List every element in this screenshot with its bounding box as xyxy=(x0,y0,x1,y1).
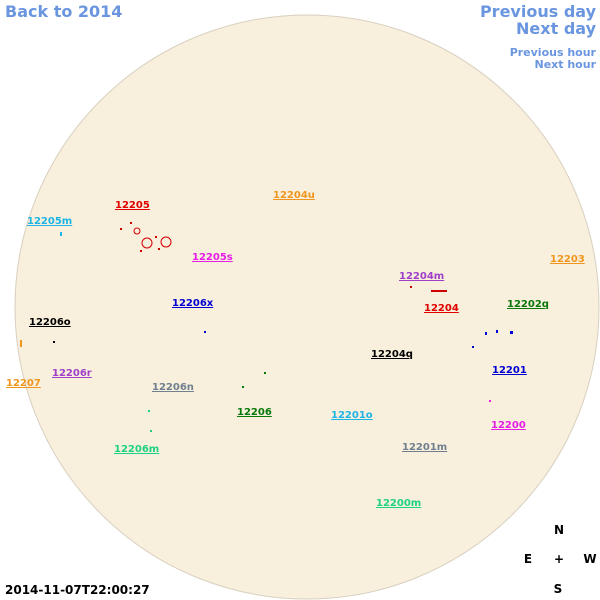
sunspot xyxy=(140,250,142,252)
region-label[interactable]: 12204m xyxy=(399,271,444,282)
region-labels: 12205 12205m 12204u 12205s 12203 12204m 12204 1… xyxy=(6,190,585,509)
sunspot xyxy=(155,236,157,238)
sunspot xyxy=(148,410,150,412)
sunspot xyxy=(510,331,513,334)
compass-east: E xyxy=(524,552,532,566)
sunspot xyxy=(264,372,266,374)
sunspot xyxy=(158,248,160,250)
compass-south: S xyxy=(554,582,563,596)
sunspot xyxy=(60,232,62,236)
region-label[interactable]: 12204q xyxy=(371,349,413,360)
region-label[interactable]: 12204u xyxy=(273,190,315,201)
sunspot xyxy=(130,222,132,224)
sunspot xyxy=(242,386,244,388)
sunspot xyxy=(431,290,447,292)
region-label[interactable]: 12203 xyxy=(550,254,585,265)
previous-hour-link[interactable]: Previous hour xyxy=(510,46,597,59)
region-label[interactable]: 12200m xyxy=(376,498,421,509)
compass-north: N xyxy=(554,523,564,537)
compass-west: W xyxy=(583,552,596,566)
region-label[interactable]: 12205 xyxy=(115,200,150,211)
region-label[interactable]: 12200 xyxy=(491,420,526,431)
markers xyxy=(20,232,513,432)
sunspot xyxy=(204,331,206,333)
timestamp: 2014-11-07T22:00:27 xyxy=(5,583,150,597)
previous-day-link[interactable]: Previous day xyxy=(480,2,597,21)
sunspot xyxy=(472,346,474,348)
region-label[interactable]: 12206n xyxy=(152,382,194,393)
sunspot xyxy=(20,340,22,347)
region-label[interactable]: 12206x xyxy=(172,298,214,309)
next-day-link[interactable]: Next day xyxy=(516,19,597,38)
solar-disk xyxy=(14,14,600,600)
sunspot xyxy=(496,330,498,333)
compass-center: + xyxy=(554,552,564,566)
sunspot xyxy=(53,341,55,343)
sunspot xyxy=(489,400,491,402)
region-label[interactable]: 12201 xyxy=(492,365,527,376)
region-label[interactable]: 12201o xyxy=(331,410,373,421)
sunspot xyxy=(160,236,172,248)
region-label[interactable]: 12204 xyxy=(424,303,459,314)
back-link[interactable]: Back to 2014 xyxy=(5,2,122,21)
next-hour-link[interactable]: Next hour xyxy=(535,58,597,71)
region-label[interactable]: 12206 xyxy=(237,407,272,418)
region-label[interactable]: 12201m xyxy=(402,442,447,453)
sunspot xyxy=(133,227,141,235)
sunspot xyxy=(141,237,153,249)
region-label[interactable]: 12207 xyxy=(6,378,41,389)
region-label[interactable]: 12206r xyxy=(52,368,92,379)
region-label[interactable]: 12205s xyxy=(192,252,233,263)
sunspot xyxy=(150,430,152,432)
sunspot xyxy=(485,332,487,335)
sunspot xyxy=(410,286,412,288)
sunspot xyxy=(120,228,122,230)
region-label[interactable]: 12202q xyxy=(507,299,549,310)
region-label[interactable]: 12205m xyxy=(27,216,72,227)
sunspots xyxy=(120,222,447,292)
region-label[interactable]: 12206m xyxy=(114,444,159,455)
region-label[interactable]: 12206o xyxy=(29,317,71,328)
